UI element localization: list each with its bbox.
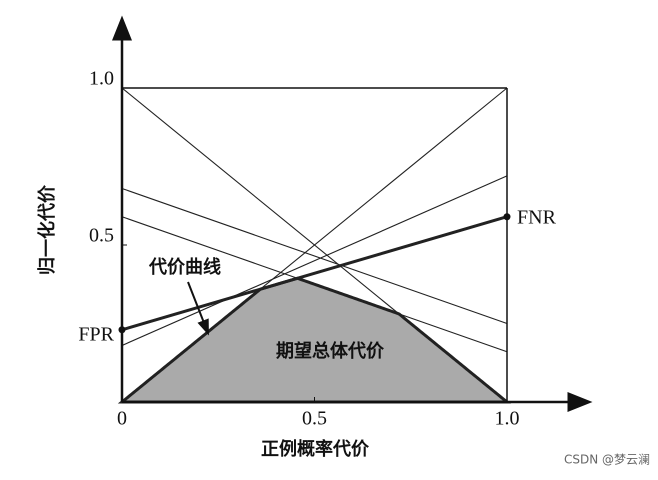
cost-line	[121, 216, 508, 353]
fnr-label: FNR	[517, 206, 557, 228]
cost-line-bold	[121, 215, 508, 332]
y-tick-label: 0.5	[89, 225, 114, 247]
fpr-label: FPR	[78, 323, 114, 345]
endpoint	[503, 213, 511, 221]
endpoint	[118, 326, 126, 334]
plot	[117, 87, 512, 404]
x-tick-label: 1.0	[495, 408, 520, 430]
x-axis-label: 正例概率代价	[261, 438, 370, 460]
x-tick-label: 0	[117, 408, 127, 430]
cost-line	[121, 187, 508, 325]
x-tick-label: 0.5	[302, 408, 327, 430]
region-label: 期望总体代价	[276, 340, 385, 362]
cost-line	[121, 87, 508, 403]
y-axis-label: 归一化代价	[36, 184, 58, 275]
curve-annotation: 代价曲线	[148, 256, 221, 278]
watermark: CSDN @梦云澜	[564, 453, 650, 467]
annotation-arrow	[187, 281, 209, 336]
y-tick-label: 1.0	[89, 68, 114, 90]
cost-line	[121, 175, 508, 346]
